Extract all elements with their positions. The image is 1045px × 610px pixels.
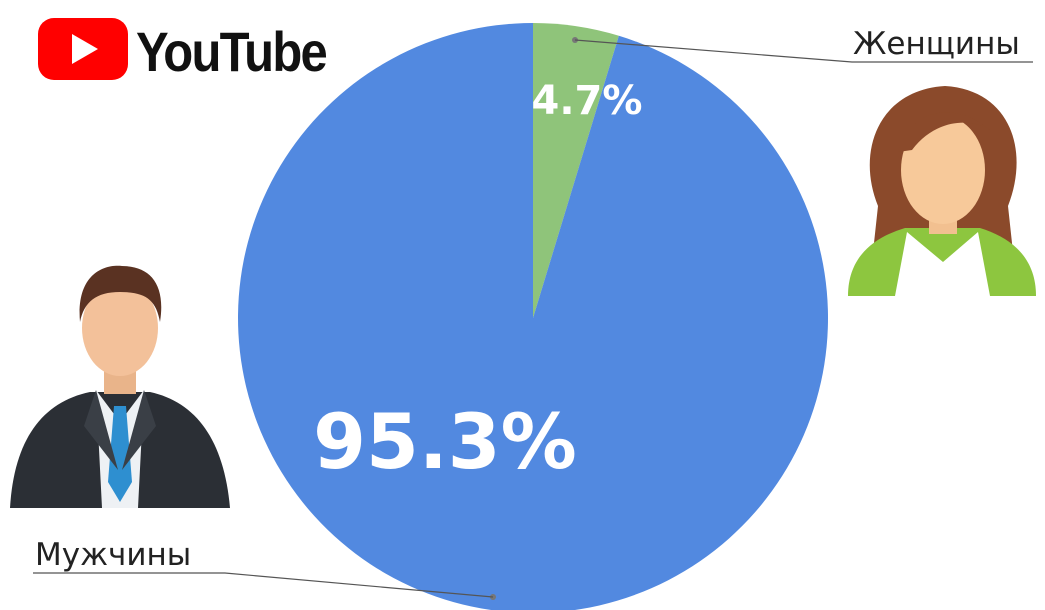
youtube-logo-text: YouTube — [136, 20, 327, 83]
man-in-suit-avatar-icon — [10, 265, 230, 508]
play-arrow-icon — [72, 34, 98, 64]
leader-line-women — [574, 39, 1033, 63]
pie-chart — [238, 23, 828, 610]
leader-line-men — [33, 572, 494, 598]
category-label-women: Женщины — [853, 26, 1020, 62]
woman-avatar-icon — [848, 86, 1036, 296]
pie-slice-men — [238, 23, 828, 610]
slice-label-women: 4.7% — [532, 78, 643, 124]
pie-slice-women — [533, 23, 619, 318]
legend-women: Женщины — [572, 26, 1033, 63]
youtube-logo: YouTube — [38, 18, 329, 83]
slice-label-men: 95.3% — [313, 397, 577, 486]
legend-men: Мужчины — [33, 537, 496, 600]
category-label-men: Мужчины — [35, 537, 191, 573]
